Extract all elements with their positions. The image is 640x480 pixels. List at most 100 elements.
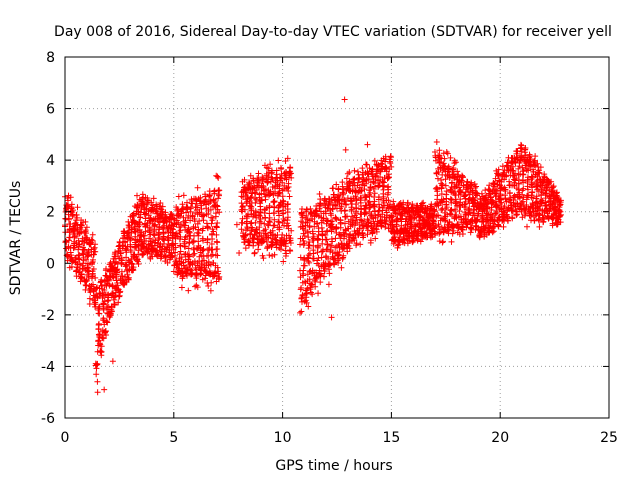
data-point: [299, 214, 306, 221]
data-point: [449, 230, 456, 237]
data-point: [343, 213, 350, 220]
data-point: [351, 167, 358, 174]
data-point: [89, 256, 96, 263]
data-point: [139, 200, 146, 207]
data-point: [129, 212, 136, 219]
data-point: [142, 228, 149, 235]
data-point: [206, 191, 213, 198]
data-point: [182, 219, 189, 226]
data-point: [275, 218, 282, 225]
data-point: [108, 308, 115, 315]
data-point: [317, 270, 324, 277]
data-point: [349, 213, 356, 220]
data-point: [73, 211, 80, 218]
data-point: [274, 239, 281, 246]
data-point: [374, 170, 381, 177]
data-point: [346, 245, 353, 252]
data-point: [105, 297, 112, 304]
data-point: [271, 222, 278, 229]
data-point: [216, 187, 223, 194]
data-point: [238, 226, 245, 233]
data-point: [252, 219, 259, 226]
data-point: [271, 216, 278, 223]
data-point: [216, 209, 223, 216]
data-point: [351, 228, 358, 235]
data-point: [371, 190, 378, 197]
data-point: [341, 220, 348, 227]
data-point: [287, 248, 294, 255]
data-point: [162, 209, 169, 216]
data-point: [85, 247, 92, 254]
data-point: [260, 175, 267, 182]
data-point: [353, 204, 360, 211]
data-point: [216, 273, 223, 280]
data-point: [177, 248, 184, 255]
data-point: [110, 274, 117, 281]
data-point: [285, 183, 292, 190]
data-point: [196, 217, 203, 224]
data-point: [441, 155, 448, 162]
data-point: [298, 284, 305, 291]
y-tick-label: 4: [46, 153, 55, 169]
data-point: [444, 150, 451, 157]
data-point: [150, 195, 157, 202]
data-point: [267, 161, 274, 168]
data-point: [339, 183, 346, 190]
data-point: [390, 224, 397, 231]
data-point: [300, 272, 307, 279]
data-point: [108, 290, 115, 297]
y-tick-label: 0: [46, 256, 55, 272]
data-point: [433, 139, 440, 146]
x-axis-label: GPS time / hours: [275, 458, 392, 474]
data-point: [353, 240, 360, 247]
data-point: [74, 214, 81, 221]
data-point: [280, 198, 287, 205]
data-point: [241, 176, 248, 183]
data-point: [258, 197, 265, 204]
data-point: [68, 263, 75, 270]
data-point: [123, 254, 130, 261]
data-point: [514, 148, 521, 155]
data-point: [135, 251, 142, 258]
data-point: [310, 250, 317, 257]
data-point: [305, 245, 312, 252]
y-tick-label: 2: [46, 205, 55, 221]
data-point: [284, 200, 291, 207]
data-point: [376, 179, 383, 186]
data-point: [367, 237, 374, 244]
data-point: [394, 242, 401, 249]
data-point: [338, 264, 345, 271]
data-point: [213, 202, 220, 209]
data-point: [283, 250, 290, 257]
data-point: [96, 331, 103, 338]
data-point: [272, 236, 279, 243]
data-point: [248, 207, 255, 214]
data-point: [341, 96, 348, 103]
data-point: [301, 240, 308, 247]
data-point: [187, 217, 194, 224]
data-point: [253, 227, 260, 234]
data-point: [82, 218, 89, 225]
data-point: [269, 169, 276, 176]
data-point: [134, 192, 141, 199]
data-point: [271, 198, 278, 205]
data-point: [62, 215, 69, 222]
data-point: [151, 221, 158, 228]
data-point: [348, 206, 355, 213]
data-point: [136, 219, 143, 226]
data-point: [96, 310, 103, 317]
data-point: [388, 212, 395, 219]
data-point: [333, 181, 340, 188]
data-point: [194, 184, 201, 191]
data-point: [335, 185, 342, 192]
data-point: [353, 214, 360, 221]
data-point: [100, 335, 107, 342]
data-point: [438, 191, 445, 198]
data-point: [387, 153, 394, 160]
data-point: [141, 211, 148, 218]
data-point: [373, 228, 380, 235]
data-point: [92, 274, 99, 281]
data-point: [94, 389, 101, 396]
data-point: [366, 165, 373, 172]
